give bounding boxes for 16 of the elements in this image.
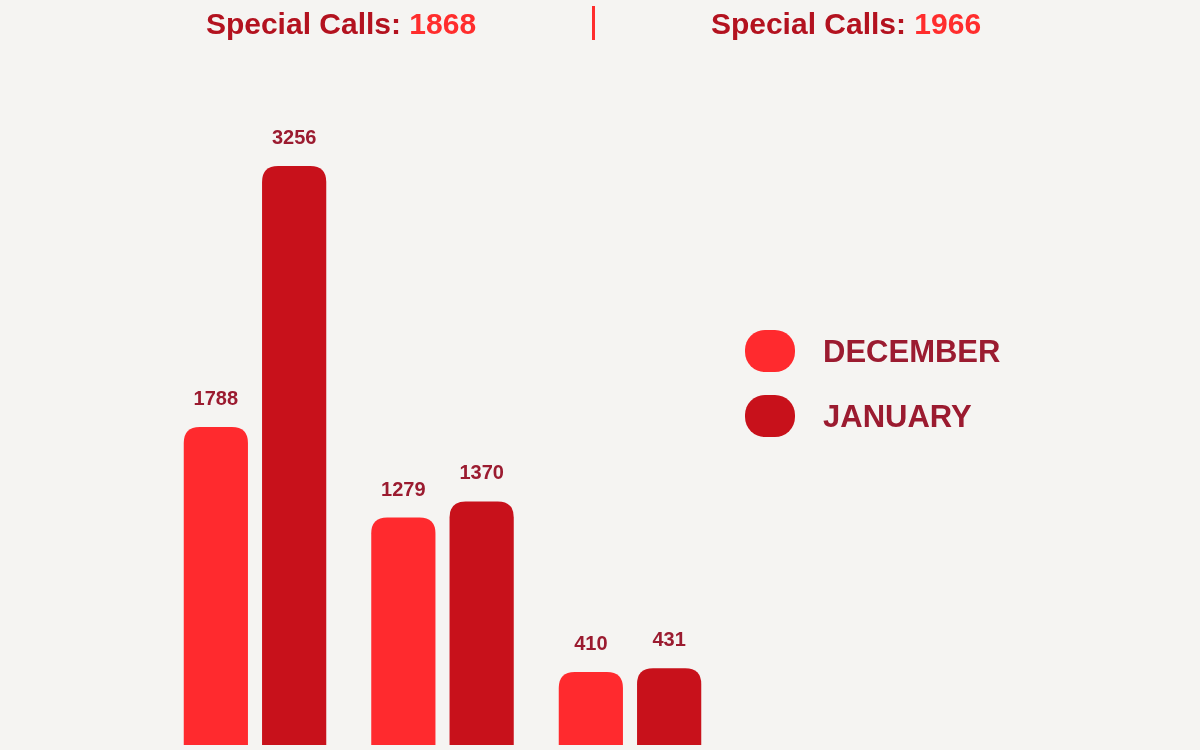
text: Special Calls: 1966 — [710, 7, 982, 40]
data-label: 1370 — [459, 461, 504, 484]
bar — [262, 166, 327, 745]
text: Special Calls: 1868 — [205, 7, 477, 40]
legend-label: DECEMBER — [823, 334, 1001, 369]
bar — [371, 517, 436, 745]
bar — [449, 501, 514, 745]
data-label: 431 — [652, 628, 686, 651]
data-label: 1788 — [193, 387, 239, 410]
data-label: 1279 — [381, 477, 426, 500]
data-label: 410 — [574, 632, 608, 655]
legend-label: JANUARY — [823, 399, 973, 434]
bar — [183, 427, 248, 745]
bar — [637, 668, 702, 745]
bar — [558, 672, 623, 745]
data-label: 3256 — [271, 126, 317, 148]
